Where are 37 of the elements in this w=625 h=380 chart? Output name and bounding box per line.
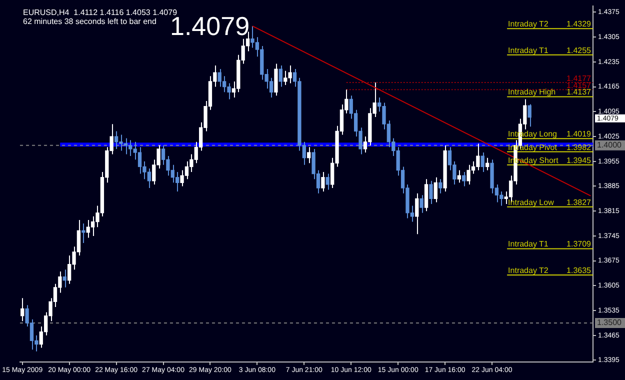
candlestick [278, 65, 282, 88]
annotation: 1.4329 [566, 20, 592, 29]
candlestick [20, 298, 24, 322]
candlestick [420, 194, 424, 214]
candlestick [429, 180, 433, 204]
candlestick [480, 152, 484, 173]
candlestick [415, 192, 419, 235]
ref-line-label: 1.4177 [566, 74, 592, 84]
text: 62 minutes 38 seconds left to bar end [23, 17, 156, 26]
annotation: 1.3827 [566, 198, 592, 207]
ref-line-label: 1.3500 [597, 318, 622, 328]
ref-line-label: 1.4000 [597, 140, 622, 150]
annotation: 1.4019 [566, 130, 592, 139]
candlestick [321, 172, 325, 192]
annotation: 1.3709 [566, 240, 592, 249]
candlestick [424, 178, 428, 212]
chart-title: EURUSD,H4 1.4112 1.4116 1.4053 1.4079 [23, 8, 178, 18]
annotation: 1.4255 [566, 46, 592, 55]
ref-line-label: Intraday High [508, 88, 556, 97]
ref-line-label: Intraday T2 [508, 266, 549, 276]
candlestick [434, 176, 438, 203]
candlestick [528, 104, 532, 128]
annotation: 1.4137 [566, 88, 592, 97]
candlestick [62, 269, 66, 288]
candlestick [326, 173, 330, 190]
ref-line-label: Intraday T1 [508, 240, 549, 249]
candlestick [438, 178, 442, 194]
annotation: 1.3945 [566, 156, 592, 165]
annotation: 1.3635 [566, 266, 592, 276]
candlestick [457, 170, 461, 184]
ref-line-label: Intraday T1 [508, 46, 549, 55]
candlestick [485, 157, 490, 171]
ref-line-label: Intraday T2 [508, 20, 549, 29]
ref-line-label: Intraday Low [508, 198, 554, 207]
candlestick [307, 146, 311, 164]
candlestick [274, 63, 278, 96]
candlestick [462, 172, 466, 187]
